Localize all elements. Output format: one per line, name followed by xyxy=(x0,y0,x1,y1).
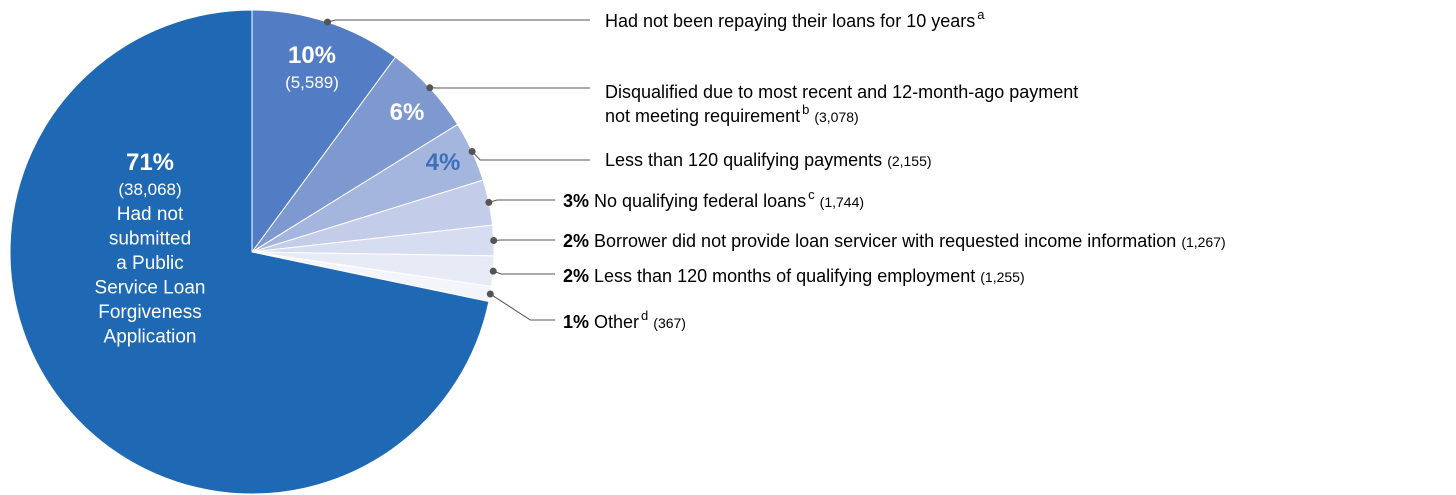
slice-percent: 2% xyxy=(563,231,589,251)
leader-line xyxy=(493,270,555,275)
slice-label: Had not xyxy=(117,204,184,225)
slice-percent: 4% xyxy=(426,149,461,176)
slice-count: (1,744) xyxy=(820,194,864,210)
slice-label: Forgiveness xyxy=(98,302,202,323)
slice-count: (367) xyxy=(653,315,686,331)
slice-annotation: Had not been repaying their loans for 10… xyxy=(605,7,985,31)
leader-dot xyxy=(485,198,493,206)
leader-line xyxy=(471,151,590,161)
slice-label: submitted xyxy=(109,229,191,250)
slice-count: (1,255) xyxy=(980,269,1024,285)
slice-count: (3,078) xyxy=(814,109,858,125)
footnote-mark: d xyxy=(641,308,648,323)
leader-line xyxy=(327,19,590,23)
slice-percent: 3% xyxy=(563,191,589,211)
slice-label: Service Loan xyxy=(95,278,206,299)
slice-annotation: 2% Less than 120 months of qualifying emp… xyxy=(563,266,1025,286)
slice-count: (2,155) xyxy=(887,153,931,169)
leader-dot xyxy=(489,267,497,275)
slice-annotation: 3% No qualifying federal loans c (1,744) xyxy=(563,187,864,211)
slice-count: (38,068) xyxy=(118,180,181,199)
slice-label: Borrower did not provide loan servicer w… xyxy=(594,231,1176,251)
slice-annotation: Less than 120 qualifying payments (2,155) xyxy=(605,150,932,170)
slice-percent: 1% xyxy=(563,312,589,332)
footnote-mark: c xyxy=(808,187,815,202)
leader-line xyxy=(488,199,555,203)
slice-annotation: Disqualified due to most recent and 12-m… xyxy=(605,82,1078,102)
leader-dot xyxy=(486,290,494,298)
leader-line xyxy=(490,293,555,321)
leader-dot xyxy=(490,236,498,244)
slice-count: (5,589) xyxy=(285,73,339,92)
leader-dot xyxy=(324,18,332,26)
slice-label: Less than 120 qualifying payments xyxy=(605,150,882,170)
slice-label: a Public xyxy=(116,253,184,274)
slice-percent: 10% xyxy=(288,42,336,69)
slice-label: Application xyxy=(104,327,197,348)
footnote-mark: a xyxy=(977,7,985,22)
leader-dot xyxy=(426,84,434,92)
slice-label: Less than 120 months of qualifying emplo… xyxy=(594,266,975,286)
slice-percent: 71% xyxy=(126,149,174,176)
slice-percent: 6% xyxy=(390,99,425,126)
slice-label: Had not been repaying their loans for 10… xyxy=(605,11,975,31)
slice-label: not meeting requirement xyxy=(605,106,800,126)
pie-slice xyxy=(9,9,490,495)
slice-label: Other xyxy=(594,312,639,332)
slice-annotation: 1% Other d (367) xyxy=(563,308,686,332)
leader-dot xyxy=(468,147,476,155)
slice-count: (1,267) xyxy=(1181,234,1225,250)
slice-annotation: not meeting requirement b (3,078) xyxy=(605,102,859,126)
slice-annotation: 2% Borrower did not provide loan servicer… xyxy=(563,231,1226,251)
footnote-mark: b xyxy=(802,102,809,117)
slice-percent: 2% xyxy=(563,266,589,286)
slice-label: No qualifying federal loans xyxy=(594,191,806,211)
slice-label: Disqualified due to most recent and 12-m… xyxy=(605,82,1078,102)
